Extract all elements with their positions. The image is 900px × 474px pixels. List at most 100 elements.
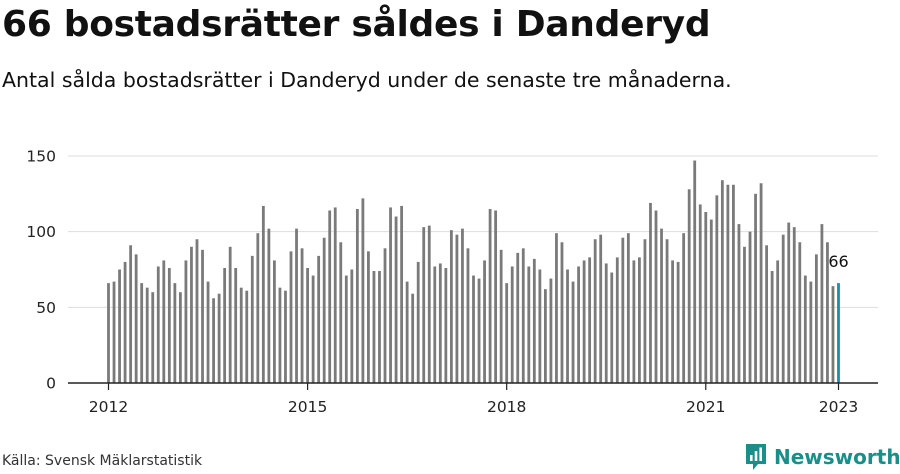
x-tick-label: 2021 <box>686 398 725 416</box>
bar <box>499 249 503 383</box>
bar <box>826 242 829 383</box>
bar <box>234 267 238 383</box>
bar <box>239 287 243 383</box>
bar <box>488 208 492 383</box>
bar <box>339 242 343 383</box>
bar <box>284 290 287 383</box>
bar <box>107 283 110 383</box>
bar <box>245 290 249 383</box>
x-tick-label: 2015 <box>288 398 327 416</box>
bar <box>184 260 188 383</box>
bar <box>776 260 780 383</box>
bar <box>560 242 564 383</box>
bar <box>698 204 702 383</box>
bar <box>477 278 481 383</box>
bar <box>273 260 276 383</box>
bar <box>378 271 381 383</box>
bar <box>267 228 271 383</box>
bar <box>610 272 614 383</box>
bar <box>704 211 708 383</box>
bar <box>798 242 802 383</box>
bar <box>173 283 177 383</box>
bar <box>682 233 686 383</box>
chart-title: 66 bostadsrätter såldes i Danderyd <box>2 4 711 45</box>
bar <box>250 255 254 383</box>
bar <box>206 281 210 383</box>
y-tick-label: 0 <box>46 375 56 393</box>
bar <box>527 266 531 383</box>
bar <box>223 267 227 383</box>
bar <box>190 246 193 383</box>
bar <box>372 271 376 383</box>
bar <box>638 257 641 383</box>
bar <box>151 292 155 383</box>
bar <box>803 275 807 383</box>
last-value-label: 66 <box>828 252 848 271</box>
bar <box>765 245 769 383</box>
bar <box>538 269 542 383</box>
bar <box>278 287 282 383</box>
bar <box>383 248 387 383</box>
bar <box>543 289 547 383</box>
bar <box>195 239 199 383</box>
bar <box>400 205 404 383</box>
axes: 0 50 100 150 2012 2015 2018 2021 2023 <box>26 148 878 416</box>
y-tick-label: 150 <box>26 148 56 166</box>
bar <box>626 233 630 383</box>
bar <box>355 208 359 383</box>
bar <box>311 275 315 383</box>
x-tick-label: 2023 <box>819 398 858 416</box>
y-tick-label: 100 <box>26 223 56 241</box>
bar <box>344 275 348 383</box>
bar <box>588 257 592 383</box>
bar <box>671 260 674 383</box>
bar <box>427 225 431 383</box>
bar <box>156 266 160 383</box>
bar <box>814 254 818 383</box>
bar <box>295 228 298 383</box>
bar <box>483 260 486 383</box>
bar <box>300 248 304 383</box>
bar <box>516 252 520 383</box>
bar <box>687 189 691 383</box>
bar <box>256 233 260 383</box>
bar <box>709 219 713 383</box>
bar <box>306 267 309 383</box>
bar <box>660 228 663 383</box>
bar <box>566 269 569 383</box>
bar <box>555 233 558 383</box>
bar <box>140 283 144 383</box>
bar <box>754 193 757 383</box>
bar <box>162 260 166 383</box>
bar <box>604 263 608 383</box>
bar <box>449 230 453 383</box>
bar <box>510 266 514 383</box>
bar <box>726 184 730 383</box>
bar <box>571 281 575 383</box>
x-tick-label: 2018 <box>487 398 526 416</box>
bar <box>367 251 370 383</box>
bar <box>455 234 459 383</box>
bar <box>654 210 658 383</box>
bar <box>389 207 392 383</box>
x-tick-label: 2012 <box>89 398 128 416</box>
bar <box>118 269 121 383</box>
bar <box>350 269 354 383</box>
brand-logo: Newsworthy <box>744 442 900 472</box>
bar <box>317 255 321 383</box>
bar <box>649 202 652 383</box>
bar <box>178 292 182 383</box>
bar <box>732 184 735 383</box>
bars: 66 <box>107 160 849 383</box>
chart-subtitle: Antal sålda bostadsrätter i Danderyd und… <box>2 68 732 92</box>
bar <box>781 234 785 383</box>
bar <box>361 198 365 383</box>
bar <box>693 160 697 383</box>
bar <box>665 239 669 383</box>
bar <box>472 275 475 383</box>
bar <box>333 207 337 383</box>
bar <box>212 298 215 383</box>
bar <box>831 286 835 383</box>
bar <box>532 258 536 383</box>
bar <box>134 254 138 383</box>
